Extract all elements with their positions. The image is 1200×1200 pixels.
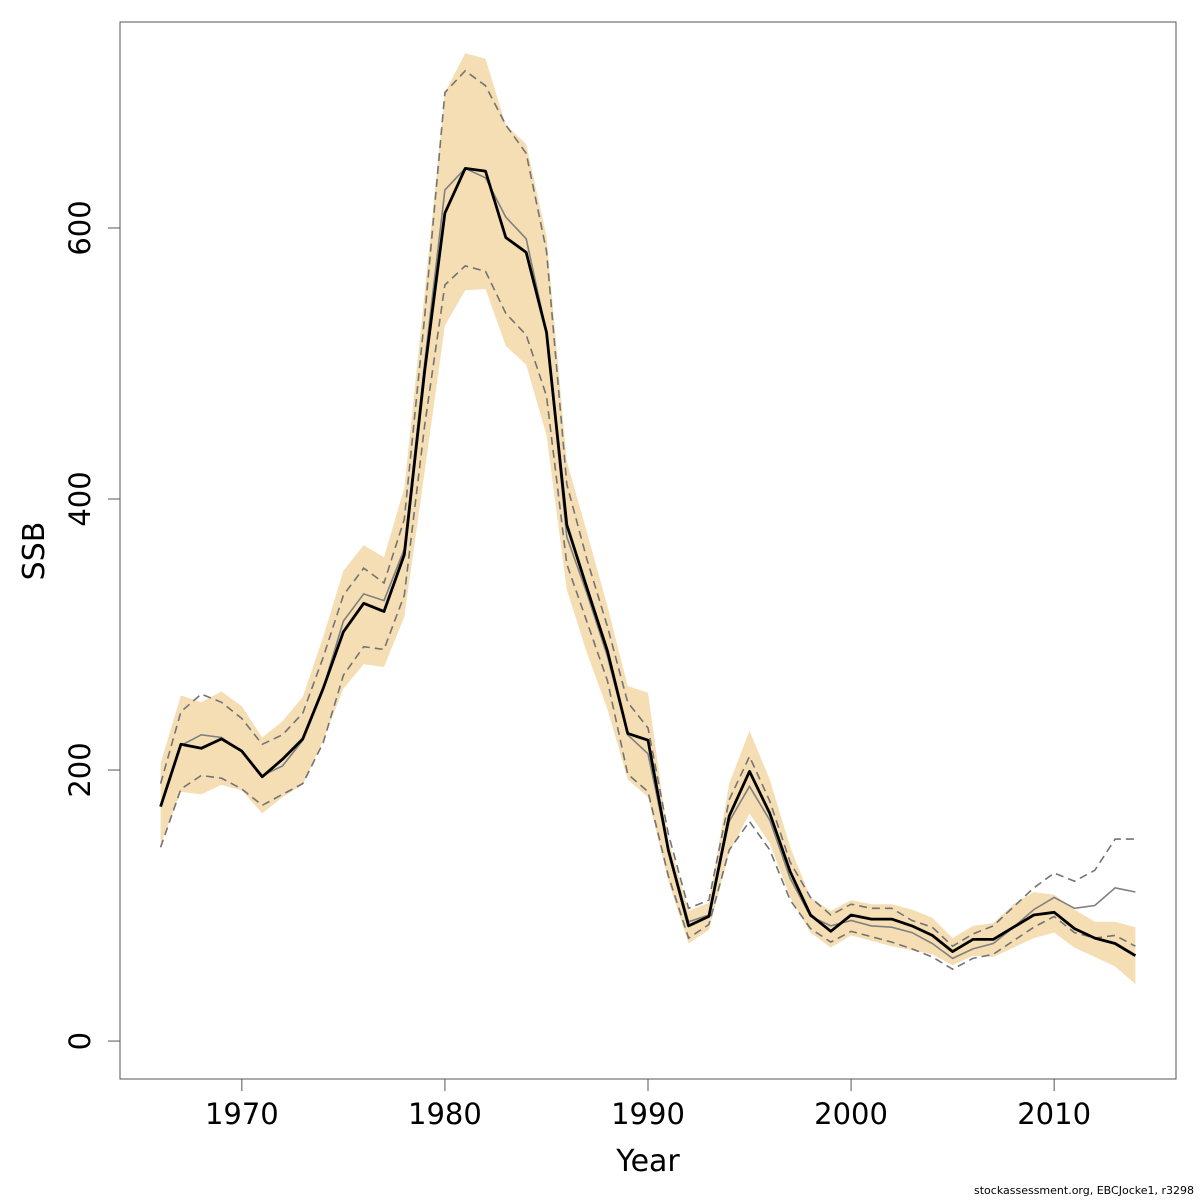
x-tick-label: 1990 [611,1097,685,1131]
y-axis: 0 200 400 600 [63,200,121,1050]
y-tick-label: 0 [63,1032,97,1050]
y-tick-label: 200 [63,742,97,797]
ssb-estimate-line [159,166,1137,957]
x-tick-label: 1980 [408,1097,482,1131]
retro-upper-dashed-line [159,69,1136,948]
retro-lower-dashed-line [159,265,1136,971]
x-tick-label: 2000 [814,1097,888,1131]
x-axis: 1970 1980 1990 2000 2010 [205,1078,1091,1131]
y-axis-title: SSB [17,522,52,581]
x-tick-label: 2010 [1017,1097,1091,1131]
footer-note: stockassessment.org, EBCJocke1, r3298 [974,1184,1194,1197]
confidence-band [160,53,1136,985]
x-tick-label: 1970 [205,1097,279,1131]
y-tick-label: 400 [63,471,97,526]
y-tick-label: 600 [63,200,97,255]
retro-estimate-line [159,167,1136,960]
x-axis-title: Year [615,1144,680,1179]
